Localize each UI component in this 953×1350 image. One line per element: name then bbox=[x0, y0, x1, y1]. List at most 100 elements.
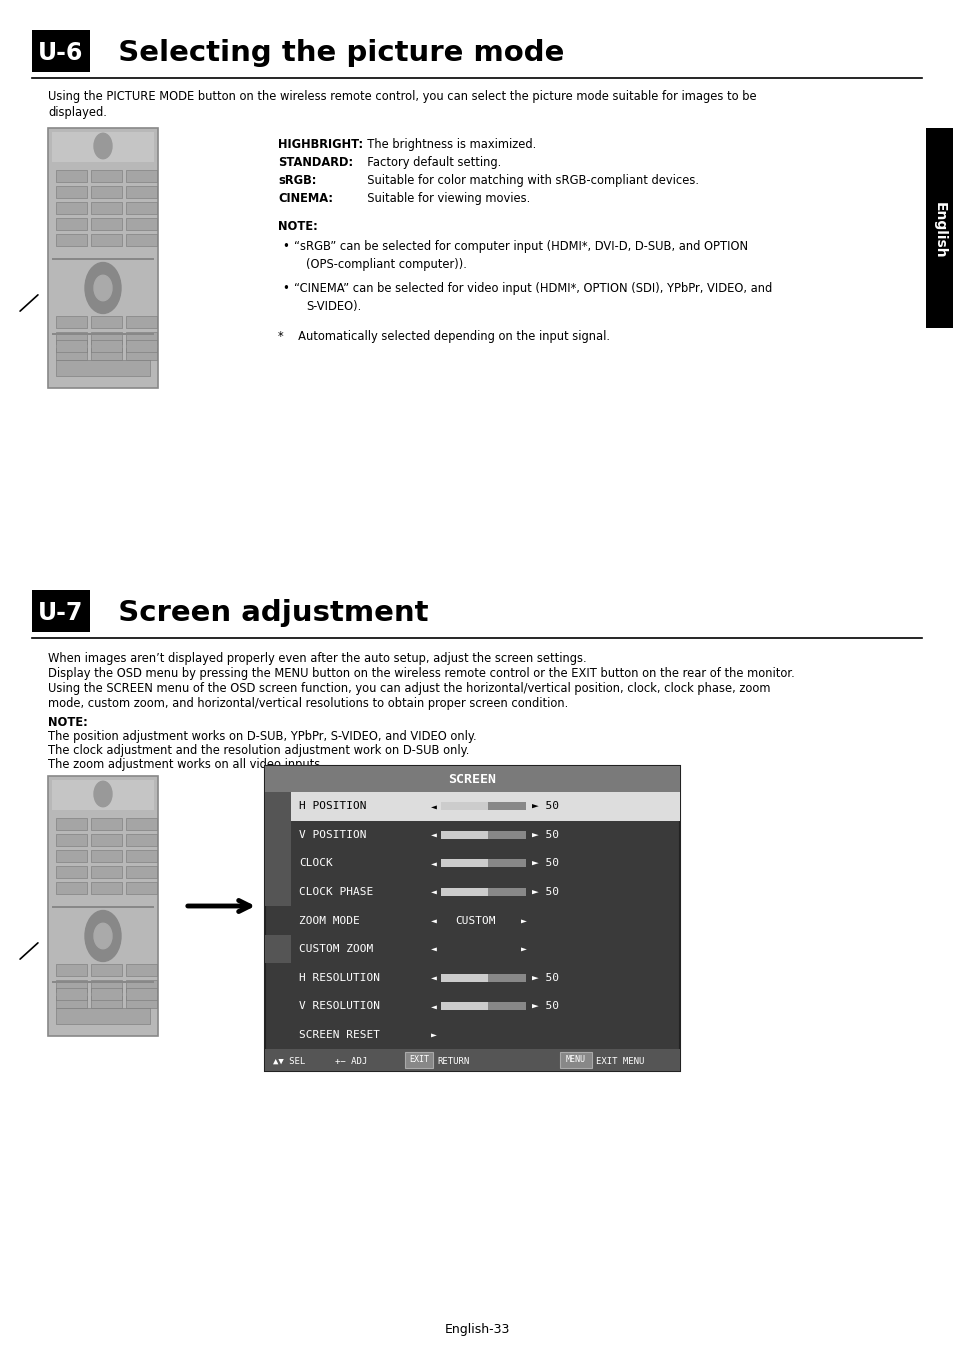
Text: ◄: ◄ bbox=[431, 944, 436, 954]
Bar bbox=[56, 996, 87, 1008]
Bar bbox=[440, 888, 525, 896]
Bar bbox=[440, 860, 525, 868]
Bar bbox=[440, 1002, 525, 1010]
Text: +− ADJ: +− ADJ bbox=[335, 1057, 367, 1065]
Text: STANDARD:: STANDARD: bbox=[277, 157, 353, 169]
Bar bbox=[56, 360, 150, 377]
Bar bbox=[91, 834, 122, 846]
Text: ZOOM MODE: ZOOM MODE bbox=[298, 915, 359, 926]
Text: SCREEN: SCREEN bbox=[448, 774, 496, 787]
Bar bbox=[91, 818, 122, 830]
Bar bbox=[32, 30, 90, 72]
Bar bbox=[32, 590, 90, 632]
Text: ◄: ◄ bbox=[431, 887, 436, 896]
Bar bbox=[91, 348, 122, 360]
Text: EXIT: EXIT bbox=[409, 1056, 429, 1065]
Bar bbox=[265, 765, 679, 792]
Bar bbox=[126, 348, 157, 360]
Bar bbox=[126, 850, 157, 863]
Bar bbox=[440, 973, 487, 981]
Text: CLOCK PHASE: CLOCK PHASE bbox=[298, 887, 373, 896]
Bar bbox=[52, 258, 153, 261]
Bar bbox=[56, 882, 87, 894]
Bar bbox=[48, 128, 158, 387]
Text: H POSITION: H POSITION bbox=[298, 802, 366, 811]
Text: Using the PICTURE MODE button on the wireless remote control, you can select the: Using the PICTURE MODE button on the wir… bbox=[48, 90, 756, 103]
Circle shape bbox=[94, 134, 112, 159]
Text: NOTE:: NOTE: bbox=[48, 716, 88, 729]
Text: ▲▼ SEL: ▲▼ SEL bbox=[273, 1057, 305, 1065]
Text: Selecting the picture mode: Selecting the picture mode bbox=[98, 39, 564, 68]
Bar bbox=[56, 234, 87, 246]
Bar bbox=[56, 348, 87, 360]
Bar bbox=[91, 996, 122, 1008]
Bar bbox=[52, 981, 153, 983]
Bar bbox=[126, 202, 157, 215]
Bar bbox=[56, 988, 87, 1000]
Text: ► 50: ► 50 bbox=[532, 830, 558, 840]
Bar bbox=[91, 332, 122, 344]
Circle shape bbox=[85, 262, 121, 313]
Text: •: • bbox=[282, 282, 289, 296]
Text: NOTE:: NOTE: bbox=[277, 220, 317, 234]
Bar bbox=[91, 988, 122, 1000]
Text: SCREEN RESET: SCREEN RESET bbox=[298, 1030, 379, 1040]
Bar bbox=[91, 234, 122, 246]
Bar bbox=[91, 316, 122, 328]
Text: ►: ► bbox=[520, 915, 526, 926]
Bar bbox=[91, 850, 122, 863]
Bar bbox=[91, 170, 122, 182]
Bar bbox=[265, 821, 291, 849]
Bar bbox=[91, 865, 122, 878]
Bar bbox=[440, 802, 487, 810]
Bar bbox=[126, 980, 157, 992]
Bar bbox=[48, 776, 158, 1035]
Text: Factory default setting.: Factory default setting. bbox=[359, 157, 500, 169]
Bar bbox=[126, 170, 157, 182]
Bar bbox=[440, 830, 487, 838]
Text: Suitable for viewing movies.: Suitable for viewing movies. bbox=[359, 192, 530, 205]
Text: displayed.: displayed. bbox=[48, 107, 107, 119]
Text: mode, custom zoom, and horizontal/vertical resolutions to obtain proper screen c: mode, custom zoom, and horizontal/vertic… bbox=[48, 697, 568, 710]
Bar bbox=[56, 316, 87, 328]
Text: U-7: U-7 bbox=[38, 601, 84, 625]
Bar bbox=[56, 1008, 150, 1025]
Text: S-VIDEO).: S-VIDEO). bbox=[306, 300, 361, 313]
Text: The zoom adjustment works on all video inputs.: The zoom adjustment works on all video i… bbox=[48, 757, 323, 771]
Bar bbox=[126, 340, 157, 352]
Bar bbox=[91, 202, 122, 215]
Text: ◄: ◄ bbox=[431, 972, 436, 983]
Text: ◄: ◄ bbox=[431, 830, 436, 840]
Text: (OPS-compliant computer)).: (OPS-compliant computer)). bbox=[306, 258, 466, 271]
Text: H RESOLUTION: H RESOLUTION bbox=[298, 972, 379, 983]
Text: sRGB:: sRGB: bbox=[277, 174, 316, 188]
Text: “CINEMA” can be selected for video input (HDMI*, OPTION (SDI), YPbPr, VIDEO, and: “CINEMA” can be selected for video input… bbox=[294, 282, 771, 296]
Bar bbox=[56, 865, 87, 878]
Circle shape bbox=[94, 275, 112, 301]
Text: V POSITION: V POSITION bbox=[298, 830, 366, 840]
Bar bbox=[265, 792, 291, 821]
Bar bbox=[126, 217, 157, 230]
Bar bbox=[126, 818, 157, 830]
Bar bbox=[52, 780, 153, 810]
Text: “sRGB” can be selected for computer input (HDMI*, DVI-D, D-SUB, and OPTION: “sRGB” can be selected for computer inpu… bbox=[294, 240, 747, 252]
Text: RETURN: RETURN bbox=[436, 1057, 469, 1065]
Text: •: • bbox=[282, 240, 289, 252]
Bar bbox=[265, 765, 679, 1071]
Bar bbox=[56, 834, 87, 846]
Text: CUSTOM ZOOM: CUSTOM ZOOM bbox=[298, 944, 373, 954]
Text: CLOCK: CLOCK bbox=[298, 859, 333, 868]
Bar bbox=[440, 888, 487, 896]
Bar bbox=[559, 1052, 592, 1068]
Bar bbox=[91, 980, 122, 992]
Circle shape bbox=[85, 910, 121, 961]
Text: When images aren’t displayed properly even after the auto setup, adjust the scre: When images aren’t displayed properly ev… bbox=[48, 652, 586, 666]
Circle shape bbox=[94, 782, 112, 807]
Text: Suitable for color matching with sRGB-compliant devices.: Suitable for color matching with sRGB-co… bbox=[359, 174, 699, 188]
Text: ►: ► bbox=[520, 944, 526, 954]
Text: ◄: ◄ bbox=[431, 1002, 436, 1011]
Bar bbox=[52, 906, 153, 909]
Bar bbox=[91, 882, 122, 894]
Text: MENU: MENU bbox=[565, 1056, 585, 1065]
Text: V RESOLUTION: V RESOLUTION bbox=[298, 1002, 379, 1011]
